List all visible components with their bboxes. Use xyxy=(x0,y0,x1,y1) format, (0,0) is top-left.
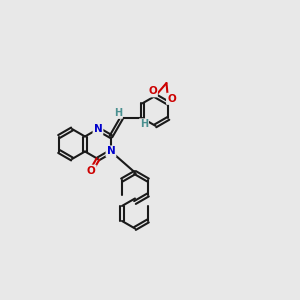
Text: N: N xyxy=(106,146,115,157)
Text: H: H xyxy=(140,119,148,129)
Text: N: N xyxy=(94,124,102,134)
Text: O: O xyxy=(148,86,157,96)
Text: H: H xyxy=(114,108,122,118)
Text: O: O xyxy=(167,94,176,104)
Text: O: O xyxy=(87,166,96,176)
